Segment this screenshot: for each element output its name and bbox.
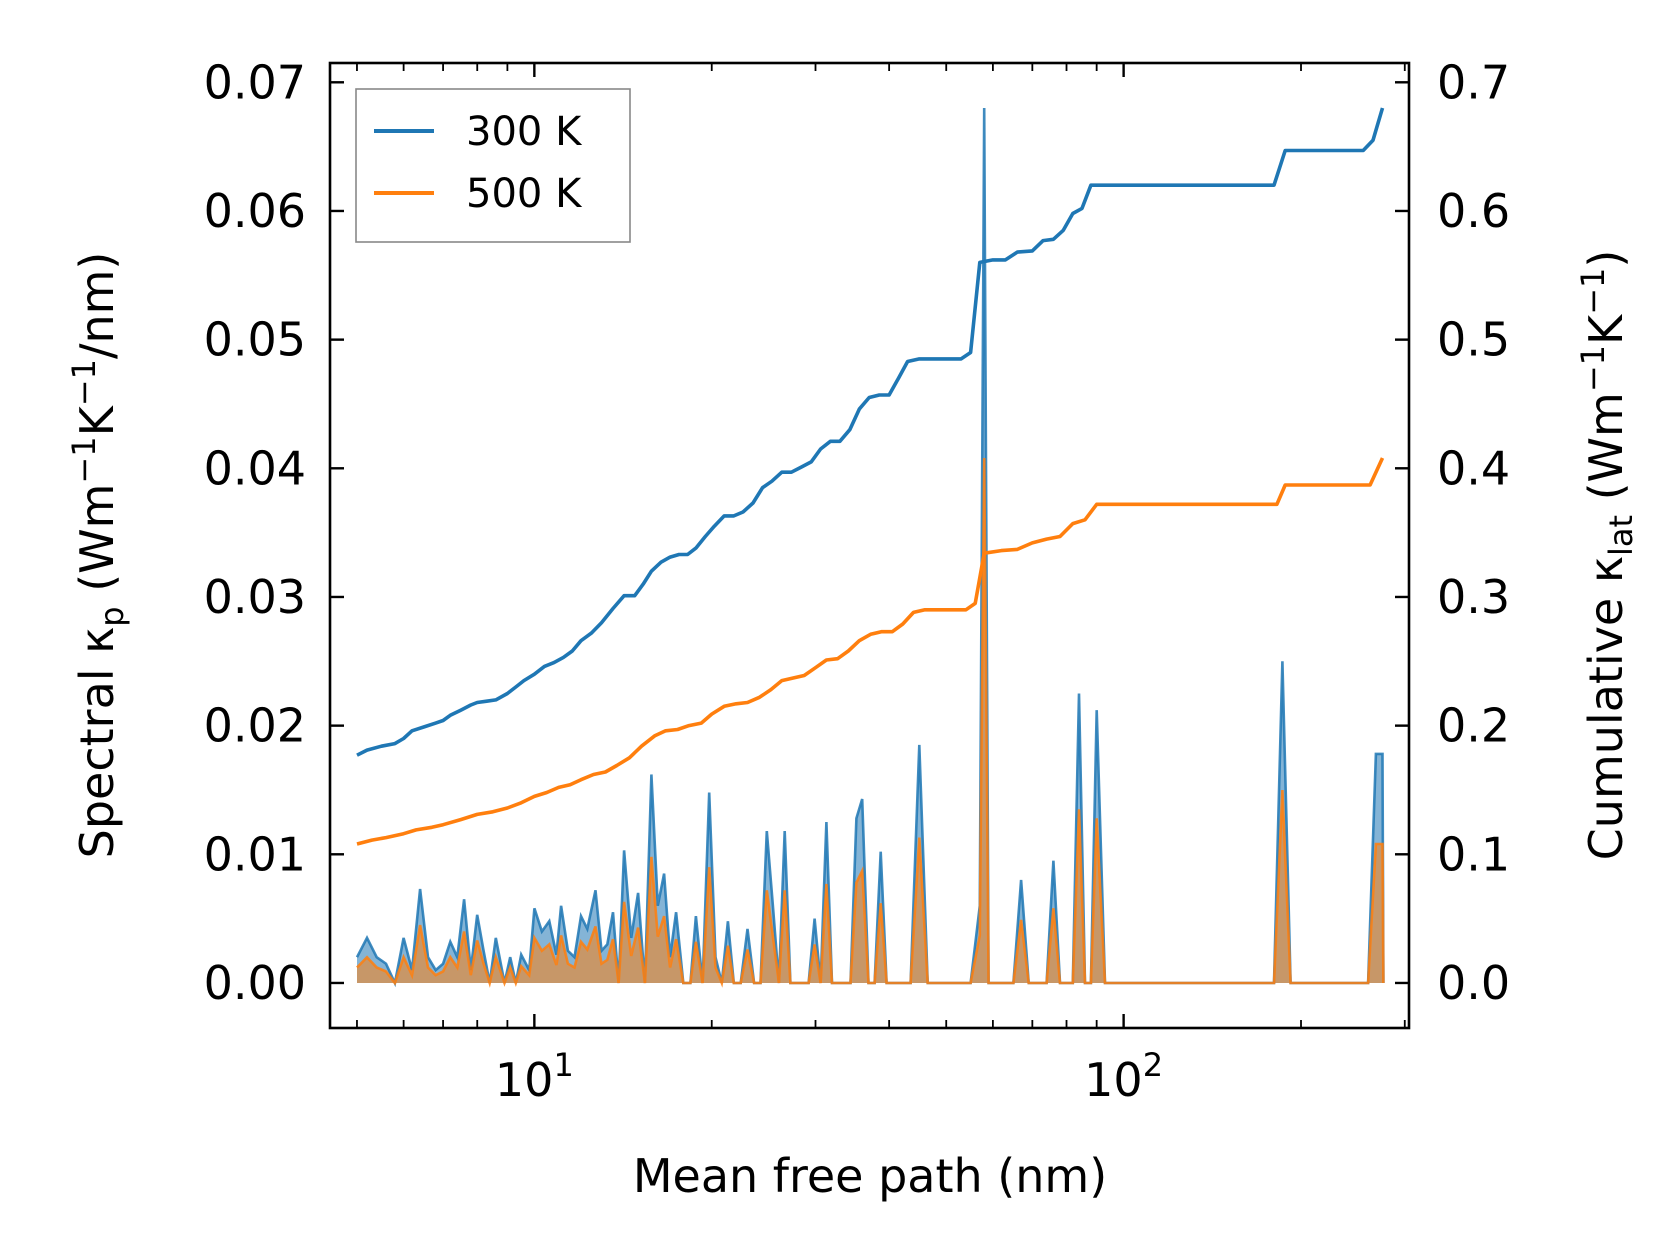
left-y-label-unit-open: (Wm	[70, 484, 124, 607]
right-y-tick-label: 0.5	[1437, 313, 1510, 367]
right-y-label-exp1: −1	[1574, 345, 1612, 392]
left-y-tick-label: 0.04	[204, 441, 306, 495]
right-y-label-exp2: −1	[1574, 268, 1612, 315]
left-y-label-exp2: −1	[65, 359, 103, 406]
legend: 300 K 500 K	[355, 88, 631, 243]
right-y-axis-label: Cumulative κlat (Wm−1K−1)	[1574, 250, 1640, 861]
x-tick-label: 102	[1084, 1046, 1163, 1107]
x-axis-label: Mean free path (nm)	[633, 1149, 1107, 1203]
left-y-label-prefix: Spectral κ	[70, 627, 124, 859]
spectral-area-500k	[357, 458, 1384, 983]
x-tick-base: 10	[1084, 1053, 1143, 1107]
legend-box	[355, 88, 631, 243]
right-y-tick-label: 0.7	[1437, 55, 1510, 109]
x-tick-exp: 1	[553, 1046, 573, 1084]
right-y-tick-label: 0.3	[1437, 570, 1510, 624]
plot-frame	[328, 61, 1411, 1030]
left-y-tick-label: 0.02	[204, 699, 306, 753]
left-y-label-mid: K	[70, 404, 124, 436]
right-y-label-unit-open: (Wm	[1579, 392, 1633, 515]
left-y-label-sub: p	[93, 606, 131, 626]
cumulative-line-300k	[356, 107, 1385, 757]
x-tick-exp: 2	[1143, 1046, 1163, 1084]
tick-group	[330, 63, 1409, 1028]
legend-label-500k: 500 K	[466, 171, 583, 217]
spectral-fill-group	[355, 107, 1385, 988]
right-y-tick-label: 0.4	[1437, 441, 1510, 495]
right-y-tick-label: 0.2	[1437, 699, 1510, 753]
left-y-tick-label: 0.06	[204, 184, 306, 238]
right-y-tick-label: 0.1	[1437, 827, 1510, 881]
legend-label-300k: 300 K	[466, 109, 583, 155]
left-y-axis-label: Spectral κp (Wm−1K−1/nm)	[65, 252, 131, 859]
right-y-label-mid: K	[1579, 313, 1633, 345]
left-y-label-exp1: −1	[65, 436, 103, 483]
cumulative-line-500k	[356, 457, 1385, 846]
left-y-tick-label: 0.05	[204, 313, 306, 367]
left-y-tick-label: 0.07	[204, 55, 306, 109]
spectral-line-500k	[356, 457, 1385, 988]
right-y-label-sub: lat	[1602, 515, 1640, 556]
x-tick-label: 101	[495, 1046, 574, 1107]
right-y-tick-label: 0.0	[1437, 956, 1510, 1010]
left-y-tick-label: 0.00	[204, 956, 306, 1010]
x-tick-base: 10	[495, 1053, 554, 1107]
left-y-label-unit-close: /nm)	[70, 252, 124, 359]
right-y-tick-label: 0.6	[1437, 184, 1510, 238]
right-y-label-prefix: Cumulative κ	[1579, 556, 1633, 860]
left-y-tick-label: 0.01	[204, 827, 306, 881]
right-y-label-unit-close: )	[1579, 250, 1633, 268]
left-y-tick-label: 0.03	[204, 570, 306, 624]
tick-label-group: 101 1020.000.010.020.030.040.050.060.070.…	[204, 55, 1511, 1107]
cumulative-line-group	[356, 107, 1385, 846]
